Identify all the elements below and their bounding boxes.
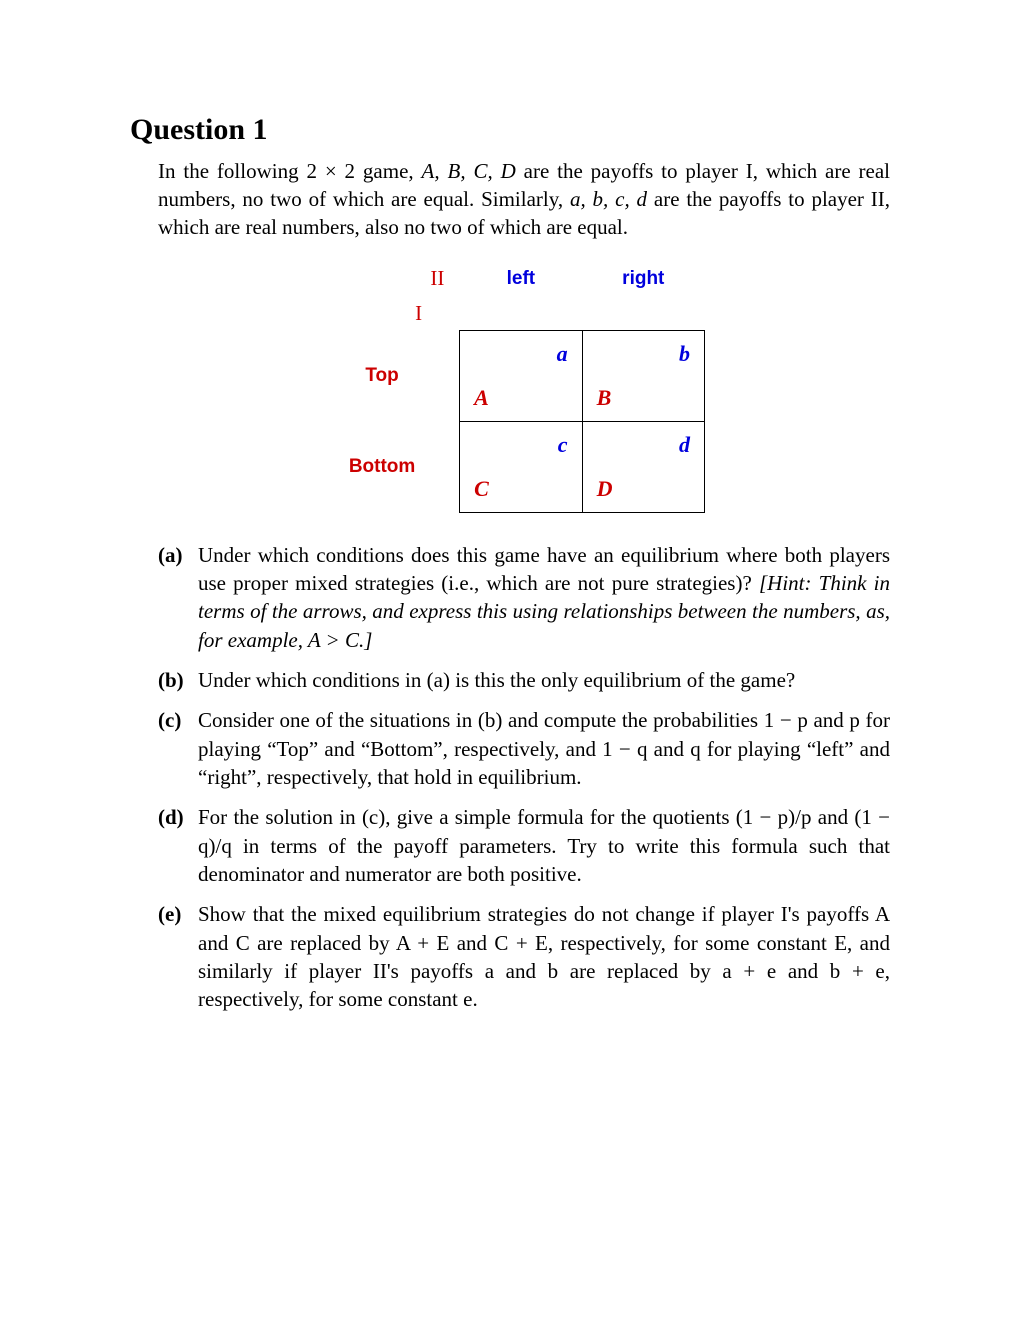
payoff-p2-d: d — [679, 430, 690, 460]
cell-top-left: a A — [460, 330, 582, 421]
question-list: (a) Under which conditions does this gam… — [158, 541, 890, 1014]
question-title: Question 1 — [130, 110, 890, 151]
game-table: II left right I Top a A b B — [315, 262, 705, 513]
question-d: (d) For the solution in (c), give a simp… — [158, 803, 890, 888]
payoff-p2-a: a — [557, 339, 568, 369]
question-c-label: (c) — [158, 706, 198, 791]
col-header-left: left — [460, 262, 582, 296]
row-header-bottom: Bottom — [315, 421, 460, 512]
cell-bottom-right: d D — [582, 421, 704, 512]
question-b: (b) Under which conditions in (a) is thi… — [158, 666, 890, 694]
intro-pre: In the following 2 × 2 game, — [158, 159, 422, 183]
intro-vars2: a, b, c, d — [570, 187, 647, 211]
question-e: (e) Show that the mixed equilibrium stra… — [158, 900, 890, 1013]
intro-vars1: A, B, C, D — [422, 159, 516, 183]
row-header-top: Top — [315, 330, 460, 421]
payoff-p1-A: A — [474, 383, 489, 413]
question-a-label: (a) — [158, 541, 198, 654]
question-e-text: Show that the mixed equilibrium strategi… — [198, 900, 890, 1013]
payoff-p1-C: C — [474, 474, 489, 504]
intro-paragraph: In the following 2 × 2 game, A, B, C, D … — [158, 157, 890, 242]
col-header-right: right — [582, 262, 704, 296]
question-a: (a) Under which conditions does this gam… — [158, 541, 890, 654]
question-c: (c) Consider one of the situations in (b… — [158, 706, 890, 791]
player2-label: II — [415, 262, 460, 296]
payoff-p2-c: c — [558, 430, 568, 460]
payoff-p1-D: D — [597, 474, 613, 504]
question-d-text: For the solution in (c), give a simple f… — [198, 803, 890, 888]
question-c-text: Consider one of the situations in (b) an… — [198, 706, 890, 791]
question-b-label: (b) — [158, 666, 198, 694]
payoff-p2-b: b — [679, 339, 690, 369]
cell-bottom-left: c C — [460, 421, 582, 512]
question-d-label: (d) — [158, 803, 198, 888]
cell-top-right: b B — [582, 330, 704, 421]
question-b-text: Under which conditions in (a) is this th… — [198, 666, 890, 694]
question-e-label: (e) — [158, 900, 198, 1013]
payoff-p1-B: B — [597, 383, 612, 413]
game-matrix: II left right I Top a A b B — [315, 262, 705, 513]
question-a-text: Under which conditions does this game ha… — [198, 541, 890, 654]
page: Question 1 In the following 2 × 2 game, … — [0, 0, 1020, 1014]
player1-label: I — [415, 296, 460, 331]
